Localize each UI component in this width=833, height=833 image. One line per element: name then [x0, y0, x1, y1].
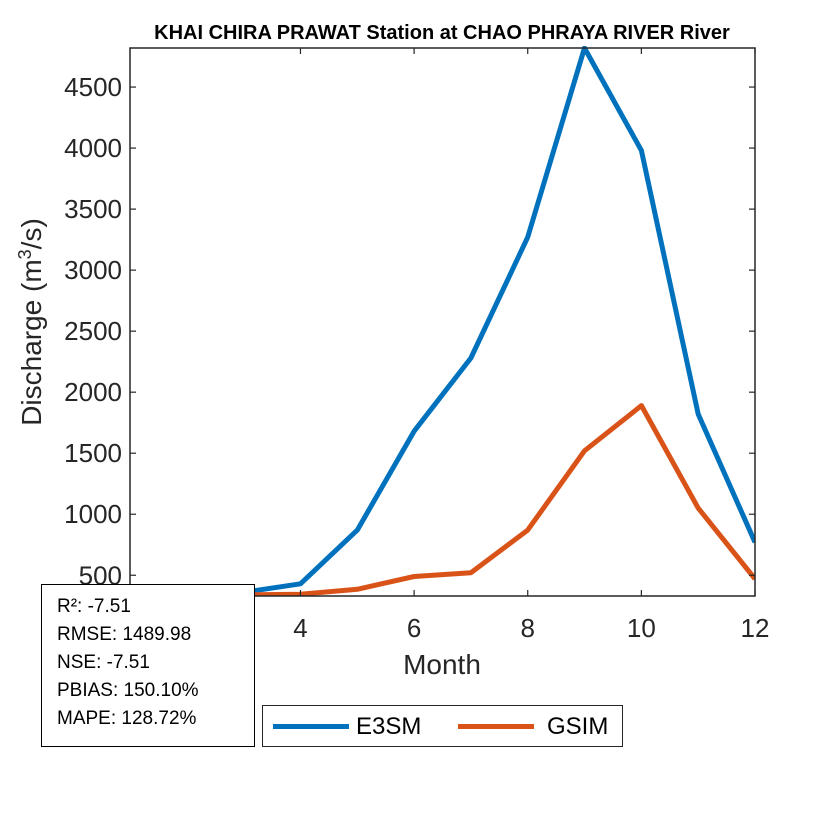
y-axis-label-sup: 3: [15, 249, 35, 259]
legend-label-gsim: GSIM: [547, 713, 609, 740]
series-line-gsim: [130, 403, 755, 596]
y-tick-label: 4000: [64, 133, 122, 163]
stat-mape: MAPE: 128.72%: [57, 708, 197, 729]
legend: E3SM GSIM: [262, 705, 623, 747]
y-tick-label: 1000: [64, 499, 122, 529]
y-tick-label: 4500: [64, 72, 122, 102]
x-tick-label: 6: [407, 613, 421, 643]
stat-nse: NSE: -7.51: [57, 652, 150, 673]
x-tick-label: 12: [741, 613, 770, 643]
chart-title: KHAI CHIRA PRAWAT Station at CHAO PHRAYA…: [154, 22, 730, 44]
y-axis-label-main: Discharge (m: [16, 259, 47, 425]
legend-swatch-e3sm: [273, 724, 349, 729]
legend-swatch-gsim: [458, 724, 534, 729]
legend-label-e3sm: E3SM: [356, 713, 422, 740]
y-axis-label-end: /s): [16, 218, 47, 249]
stat-rmse: RMSE: 1489.98: [57, 624, 192, 645]
x-axis-label: Month: [403, 649, 481, 680]
y-tick-label: 1500: [64, 438, 122, 468]
stats-box: R²: -7.51 RMSE: 1489.98 NSE: -7.51 PBIAS…: [41, 584, 255, 747]
y-tick-label: 3500: [64, 194, 122, 224]
y-tick-label: 3000: [64, 255, 122, 285]
x-tick-label: 10: [627, 613, 656, 643]
y-tick-label: 2000: [64, 377, 122, 407]
plot-frame: [129, 47, 756, 597]
stat-pbias: PBIAS: 150.10%: [57, 680, 199, 701]
series-line-e3sm: [130, 46, 755, 596]
y-axis-label: Discharge (m3/s): [15, 218, 47, 426]
x-tick-label: 8: [520, 613, 534, 643]
stat-r2: R²: -7.51: [57, 596, 131, 617]
y-tick-label: 2500: [64, 316, 122, 346]
x-tick-label: 4: [293, 613, 307, 643]
